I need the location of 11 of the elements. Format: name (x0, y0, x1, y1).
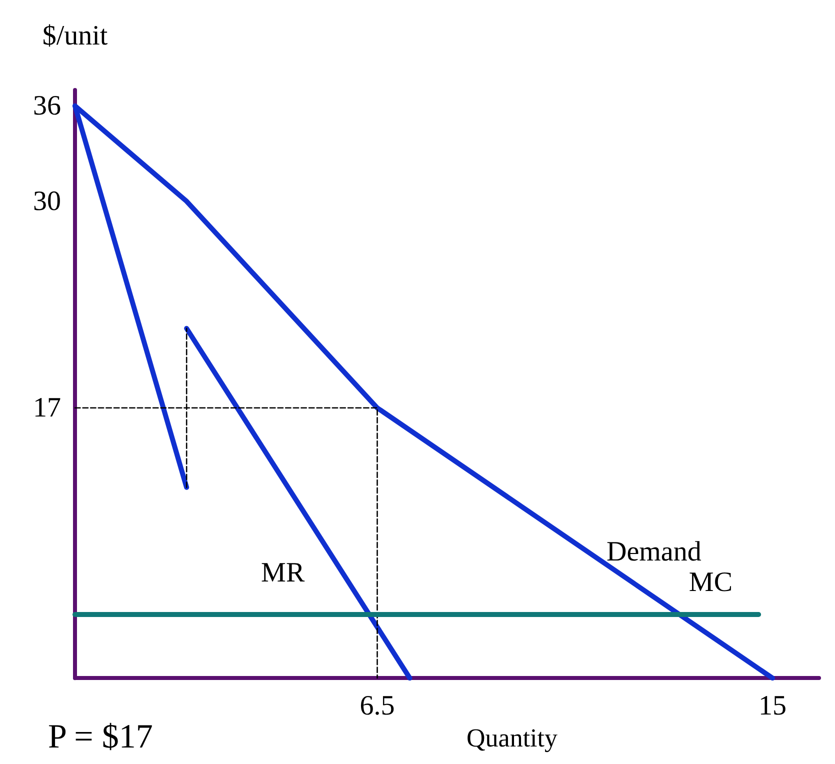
y-axis-title: $/unit (42, 20, 108, 52)
text: P = $17 (48, 718, 153, 756)
series-label: MR (261, 558, 305, 589)
x-axis-title: Quantity (466, 724, 558, 752)
y-tick-label: 30 (33, 186, 61, 217)
x-tick-label: 15 (758, 690, 786, 722)
series-label: MC (688, 567, 732, 598)
y-tick-label: 17 (33, 392, 61, 424)
series-label: Demand (606, 536, 702, 568)
x-tick-label: 6.5 (360, 690, 395, 722)
y-tick-label: 36 (33, 90, 61, 122)
